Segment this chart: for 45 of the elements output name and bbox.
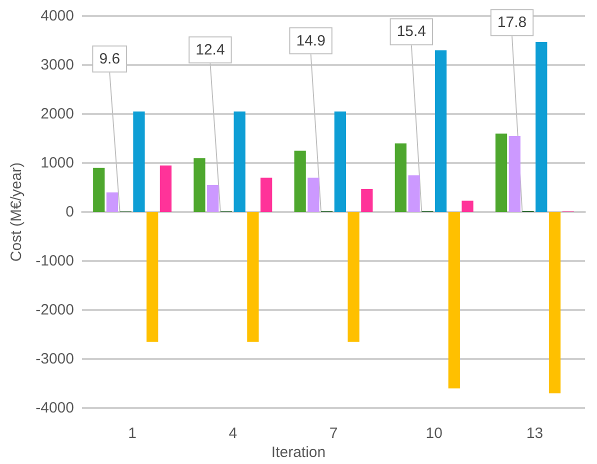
x-tick-label: 1 [128,425,136,442]
bar [133,112,145,212]
bar [408,175,420,212]
bar [536,42,548,212]
y-tick-label: 0 [66,204,74,220]
bar [508,136,520,212]
bar [93,168,105,212]
bar [361,188,373,212]
x-tick-label: 4 [228,425,238,442]
x-tick-label: 13 [526,425,544,442]
bar [434,50,447,212]
x-axis-title: Iteration [271,444,326,461]
bar [106,192,118,212]
bar [495,134,508,212]
data-label: 17.8 [497,14,527,32]
x-tick-label: 10 [426,425,442,442]
bar [160,165,172,212]
y-tick-label: -3000 [36,350,74,368]
data-label: 14.9 [296,32,326,50]
bar [348,212,360,342]
bar [462,200,474,212]
y-tick-label: 1000 [40,154,74,172]
y-tick-label: 3000 [40,56,74,74]
y-tick-label: -2000 [36,302,74,318]
bar [234,112,246,212]
y-tick-label: -1000 [36,252,74,270]
y-tick-label: 2000 [40,106,74,122]
bar [207,185,219,212]
bar [448,212,460,388]
y-axis-title: Cost (M€/year) [8,162,25,262]
bar [548,212,561,394]
y-tick-label: 4000 [40,8,74,24]
bar [294,150,306,212]
x-tick-label: 7 [329,425,338,442]
data-label: 15.4 [396,23,426,40]
bar [308,178,320,212]
bar [334,112,346,212]
bar [194,158,206,212]
bar [247,212,259,342]
data-label: 9.6 [99,50,120,68]
bar [146,212,158,342]
bar [394,143,406,212]
y-tick-label: -4000 [36,400,74,416]
data-label: 12.4 [196,41,225,58]
bar [260,178,272,212]
